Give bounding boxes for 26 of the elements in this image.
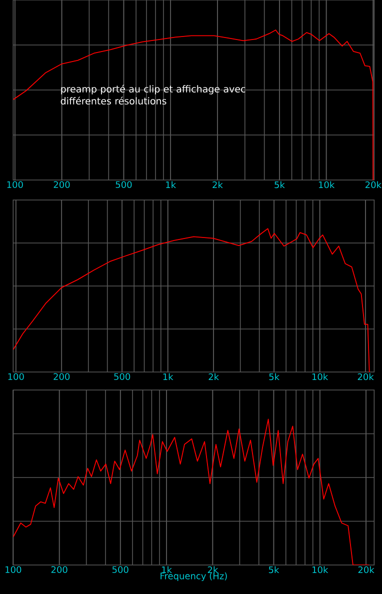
x-tick-label: 1k bbox=[163, 373, 174, 380]
x-tick-label: 20k bbox=[358, 566, 374, 574]
x-tick-label: 20k bbox=[358, 373, 374, 380]
x-tick-label: 500 bbox=[114, 373, 130, 380]
x-tick-label: 2k bbox=[208, 566, 218, 574]
x-tick-label: 1k bbox=[166, 181, 176, 188]
x-tick-label: 200 bbox=[54, 373, 70, 380]
x-tick-label: 200 bbox=[54, 181, 70, 188]
x-tick-label: 10k bbox=[312, 373, 328, 380]
x-tick-label: 20k bbox=[365, 181, 382, 188]
x-tick-label: 10k bbox=[318, 181, 335, 188]
x-tick-label: 200 bbox=[51, 566, 68, 573]
x-tick-label: 500 bbox=[112, 566, 128, 573]
x-tick-label: 1k bbox=[162, 566, 172, 574]
x-tick-label: 100 bbox=[6, 566, 22, 573]
x-tick-label: 5k bbox=[268, 566, 280, 574]
x-tick-label: 2k bbox=[208, 373, 219, 380]
x-tick-label: 100 bbox=[7, 181, 23, 188]
x-tick-label: 100 bbox=[8, 373, 24, 380]
x-axis-title: Frequency (Hz) bbox=[160, 572, 227, 582]
annotation: preamp porté au clip et affichage avec différentes résolutions bbox=[60, 84, 246, 105]
x-tick-label: 2k bbox=[212, 181, 223, 188]
x-tick-label: 5k bbox=[269, 373, 280, 380]
x-tick-label: 500 bbox=[116, 181, 132, 188]
x-tick-label: 5k bbox=[274, 181, 285, 188]
x-tick-label: 10k bbox=[312, 566, 328, 574]
